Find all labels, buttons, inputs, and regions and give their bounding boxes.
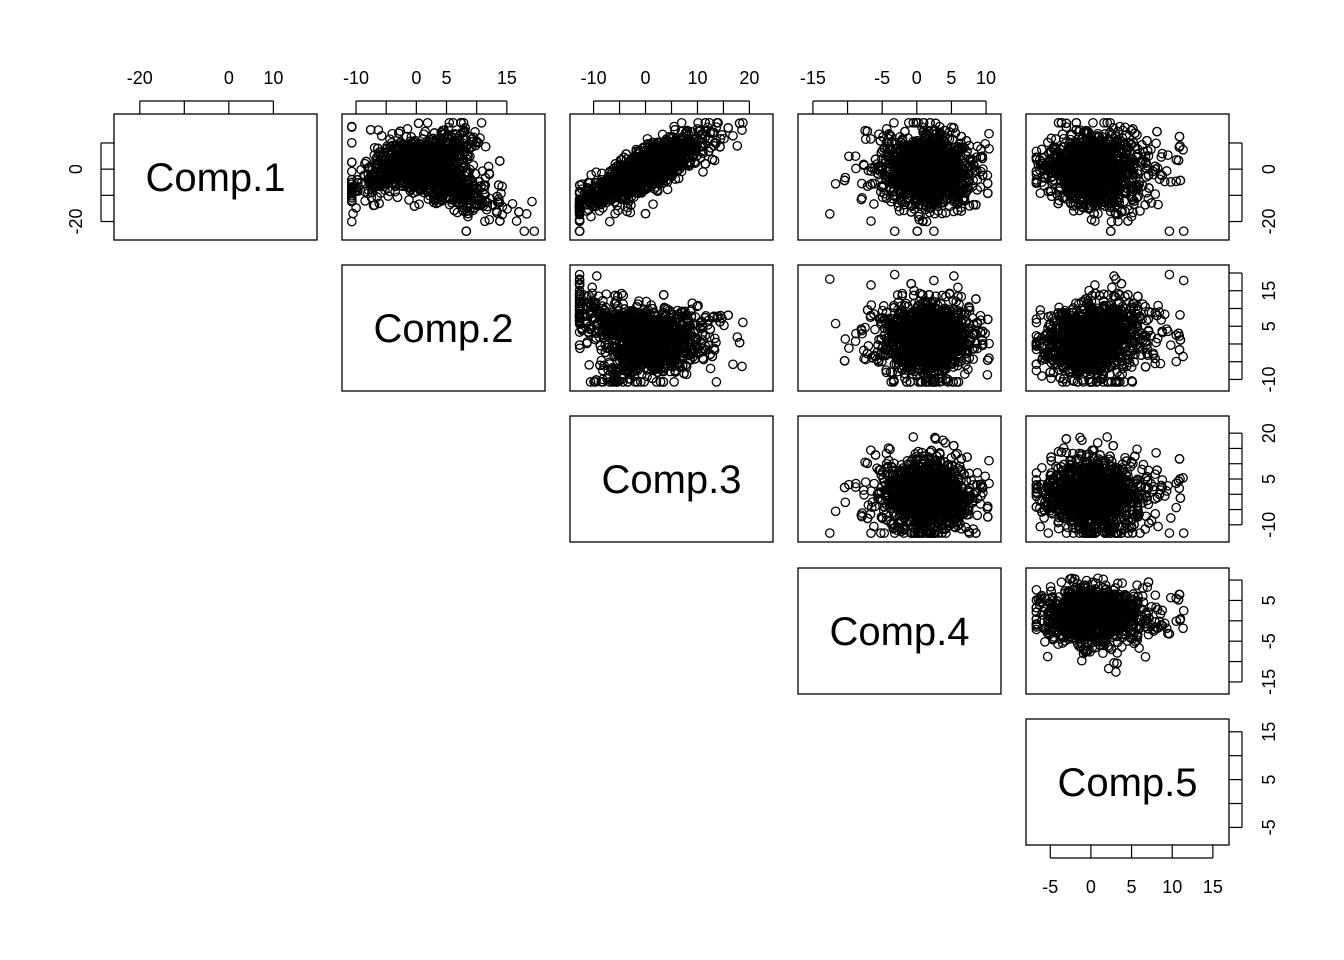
data-point xyxy=(982,178,993,189)
data-point xyxy=(511,216,522,226)
data-point xyxy=(1088,117,1098,128)
data-point xyxy=(869,199,879,209)
panel-frame xyxy=(341,113,546,241)
data-point xyxy=(1178,226,1189,237)
data-point xyxy=(1164,226,1175,237)
data-point xyxy=(422,117,433,128)
data-point xyxy=(732,140,743,151)
data-point xyxy=(346,166,357,177)
data-point xyxy=(870,154,881,165)
scatter-points xyxy=(574,117,748,237)
data-point xyxy=(502,204,512,214)
data-point xyxy=(507,198,518,209)
data-point xyxy=(519,226,530,237)
data-point xyxy=(640,208,651,219)
data-point xyxy=(392,192,403,203)
data-point xyxy=(1036,144,1047,155)
scatter-points xyxy=(346,117,540,237)
data-point xyxy=(527,196,537,207)
data-point xyxy=(521,209,532,219)
scatter-points xyxy=(1031,117,1189,237)
data-point xyxy=(413,118,424,129)
data-point xyxy=(529,226,540,237)
panel-Comp.1-vs-Comp.2 xyxy=(341,113,546,241)
data-point xyxy=(866,216,876,226)
data-point xyxy=(461,226,472,237)
data-point xyxy=(514,207,524,217)
data-point xyxy=(912,226,923,237)
panel-Comp.1-vs-Comp.4 xyxy=(797,113,1002,241)
data-point xyxy=(494,156,505,166)
data-point xyxy=(830,178,841,189)
variable-label: Comp.1 xyxy=(145,156,285,200)
data-point xyxy=(346,216,357,227)
data-point xyxy=(476,117,487,128)
data-point xyxy=(604,216,615,227)
data-point xyxy=(728,130,738,141)
panel-Comp.1-vs-Comp.5 xyxy=(1025,113,1230,241)
data-point xyxy=(346,157,357,168)
data-point xyxy=(346,121,357,132)
data-point xyxy=(984,128,994,139)
data-point xyxy=(889,117,899,128)
data-point xyxy=(889,226,900,237)
data-point xyxy=(586,169,597,180)
panel-Comp.1-vs-Comp.1: Comp.1 xyxy=(113,113,318,241)
data-point xyxy=(591,167,602,178)
data-point xyxy=(723,123,734,133)
panel-Comp.1-vs-Comp.3 xyxy=(569,113,774,241)
data-point xyxy=(851,163,861,174)
data-point xyxy=(824,209,835,219)
data-point xyxy=(574,226,585,237)
data-point xyxy=(929,226,939,237)
data-point xyxy=(346,137,357,148)
data-point xyxy=(698,167,708,177)
data-point xyxy=(480,141,491,152)
scatter-points xyxy=(824,117,994,237)
data-point xyxy=(648,199,658,210)
data-point xyxy=(982,188,993,199)
panel-frame xyxy=(113,113,318,241)
